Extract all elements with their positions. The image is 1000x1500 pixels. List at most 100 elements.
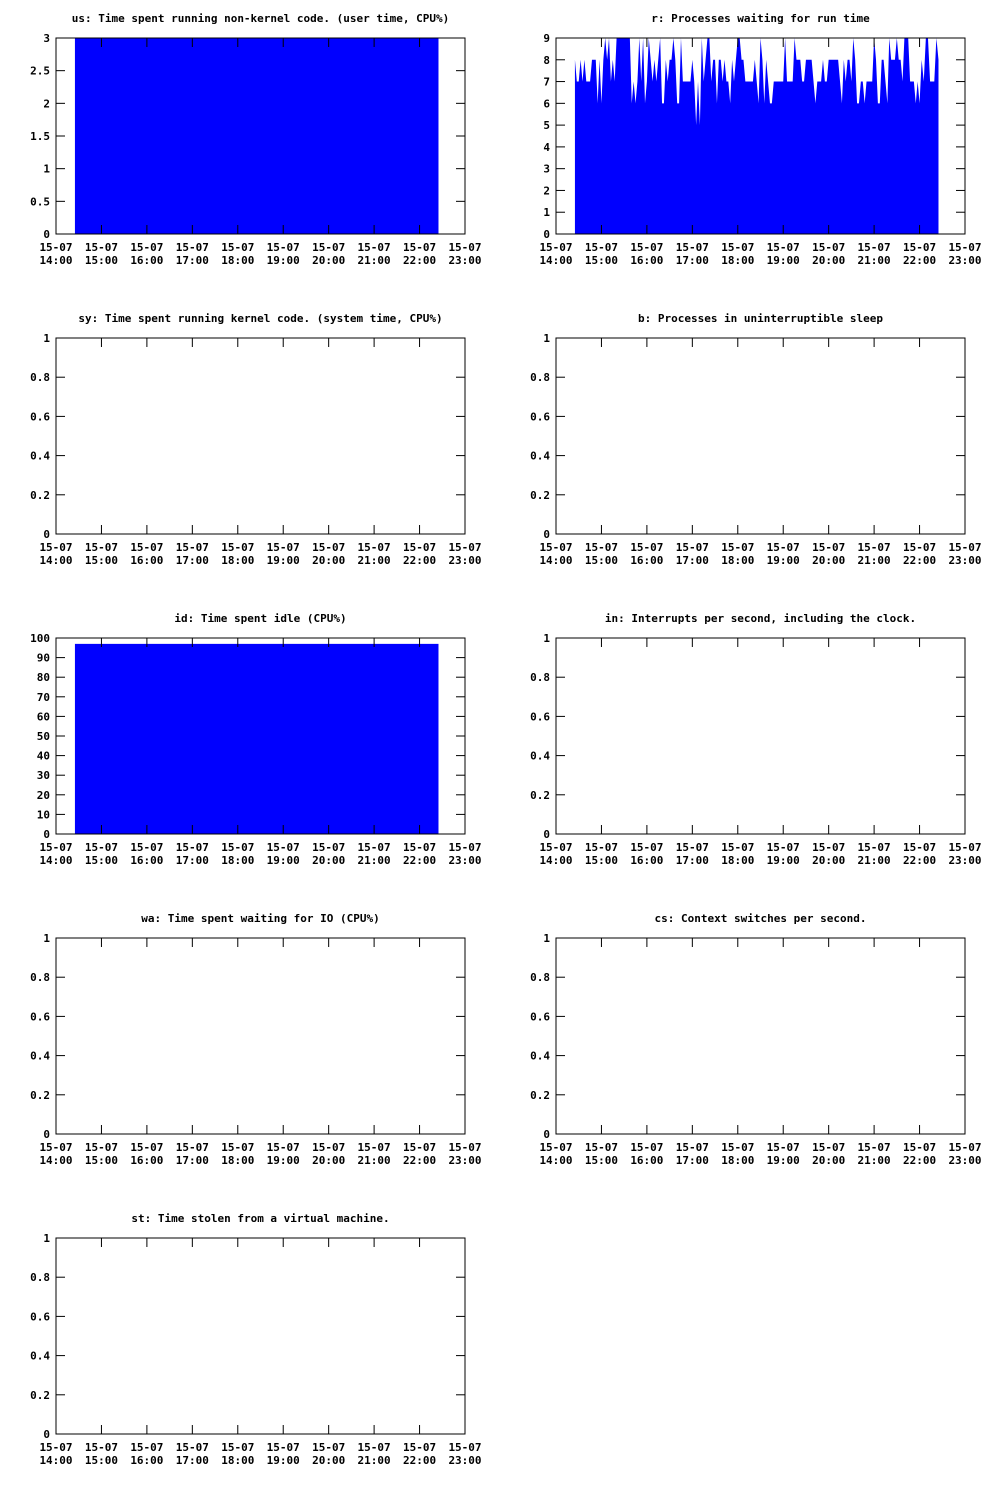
x-tick-label-date: 15-07 (403, 1141, 436, 1154)
plot-frame (555, 637, 966, 835)
x-tick-label-date: 15-07 (176, 241, 209, 254)
y-tick-label: 20 (37, 789, 50, 802)
x-tick-label-time: 15:00 (85, 1454, 118, 1467)
y-tick-label: 1 (43, 163, 50, 176)
x-tick-label-date: 15-07 (403, 841, 436, 854)
x-tick-label-date: 15-07 (85, 241, 118, 254)
x-tick-label-time: 23:00 (948, 854, 981, 867)
x-tick-label-date: 15-07 (948, 241, 981, 254)
x-tick-label-date: 15-07 (130, 1441, 163, 1454)
x-tick-label-time: 16:00 (630, 854, 663, 867)
x-tick-label-date: 15-07 (948, 1141, 981, 1154)
x-tick-label-date: 15-07 (358, 1141, 391, 1154)
x-tick-label-date: 15-07 (221, 541, 254, 554)
x-tick-label-date: 15-07 (812, 541, 845, 554)
x-tick-label-date: 15-07 (630, 1141, 663, 1154)
x-tick-label-time: 23:00 (448, 1154, 481, 1167)
x-tick-label-date: 15-07 (448, 1141, 481, 1154)
y-tick-label: 8 (543, 54, 550, 67)
plot-frame (55, 1237, 466, 1435)
x-tick-label-time: 18:00 (721, 254, 754, 267)
y-tick-label: 0.2 (530, 789, 550, 802)
x-tick-label-date: 15-07 (176, 1141, 209, 1154)
chart-title: us: Time spent running non-kernel code. … (72, 12, 450, 25)
x-tick-label-date: 15-07 (721, 1141, 754, 1154)
x-tick-label-time: 21:00 (858, 554, 891, 567)
x-tick-label-time: 22:00 (403, 854, 436, 867)
x-tick-label-time: 17:00 (676, 254, 709, 267)
y-tick-label: 50 (37, 730, 50, 743)
x-tick-label-date: 15-07 (358, 241, 391, 254)
x-tick-label-time: 22:00 (903, 1154, 936, 1167)
x-tick-label-date: 15-07 (267, 1441, 300, 1454)
x-tick-label-time: 18:00 (221, 1154, 254, 1167)
x-tick-label-time: 23:00 (448, 1454, 481, 1467)
series-area (574, 38, 939, 234)
x-tick-label-time: 23:00 (948, 554, 981, 567)
x-tick-label-date: 15-07 (312, 241, 345, 254)
x-tick-label-date: 15-07 (812, 841, 845, 854)
x-tick-label-time: 22:00 (403, 254, 436, 267)
y-tick-label: 2 (543, 184, 550, 197)
x-tick-label-time: 22:00 (903, 254, 936, 267)
y-tick-label: 0.6 (30, 410, 50, 423)
y-tick-label: 9 (543, 32, 550, 45)
x-tick-label-date: 15-07 (267, 241, 300, 254)
y-tick-label: 0 (43, 828, 50, 841)
y-tick-label: 40 (37, 750, 50, 763)
x-tick-label-time: 14:00 (39, 854, 72, 867)
x-tick-label-date: 15-07 (130, 541, 163, 554)
chart-title: id: Time spent idle (CPU%) (174, 612, 346, 625)
y-tick-label: 0.2 (30, 1389, 50, 1402)
x-tick-label-time: 22:00 (403, 1154, 436, 1167)
x-tick-label-date: 15-07 (630, 241, 663, 254)
x-tick-label-date: 15-07 (630, 841, 663, 854)
x-tick-label-time: 22:00 (403, 554, 436, 567)
y-tick-label: 0.4 (530, 750, 550, 763)
y-tick-label: 0.6 (530, 1010, 550, 1023)
plot-frame (55, 337, 466, 535)
x-tick-label-date: 15-07 (767, 841, 800, 854)
x-tick-label-time: 18:00 (221, 854, 254, 867)
x-tick-label-date: 15-07 (767, 541, 800, 554)
x-tick-label-time: 20:00 (312, 554, 345, 567)
chart-title: cs: Context switches per second. (655, 912, 867, 925)
x-tick-label-time: 14:00 (39, 1454, 72, 1467)
x-tick-label-time: 17:00 (176, 254, 209, 267)
x-tick-label-time: 21:00 (858, 254, 891, 267)
y-tick-label: 1 (43, 932, 50, 945)
chart-st: st: Time stolen from a virtual machine. 0… (30, 1212, 481, 1467)
x-tick-label-date: 15-07 (39, 1441, 72, 1454)
chart-title: wa: Time spent waiting for IO (CPU%) (141, 912, 379, 925)
x-tick-label-time: 20:00 (312, 1454, 345, 1467)
x-tick-label-time: 16:00 (130, 1154, 163, 1167)
chart-sy: sy: Time spent running kernel code. (sys… (30, 312, 481, 567)
x-tick-label-date: 15-07 (539, 841, 572, 854)
x-tick-label-time: 19:00 (767, 854, 800, 867)
y-tick-label: 1 (543, 206, 550, 219)
x-tick-label-date: 15-07 (903, 241, 936, 254)
chart-in: in: Interrupts per second, including the… (530, 612, 981, 867)
x-tick-label-date: 15-07 (448, 1441, 481, 1454)
x-tick-label-time: 16:00 (130, 554, 163, 567)
series-area (74, 38, 439, 234)
y-tick-label: 0.8 (530, 371, 550, 384)
x-tick-label-time: 19:00 (267, 554, 300, 567)
chart-b: b: Processes in uninterruptible sleep 0 0.… (530, 312, 981, 567)
y-tick-label: 2 (43, 97, 50, 110)
x-tick-label-time: 19:00 (267, 854, 300, 867)
x-tick-label-time: 16:00 (130, 1454, 163, 1467)
x-tick-label-time: 15:00 (85, 554, 118, 567)
x-tick-label-time: 21:00 (358, 1154, 391, 1167)
y-tick-label: 0.6 (30, 1310, 50, 1323)
x-tick-label-time: 14:00 (539, 854, 572, 867)
y-tick-label: 0 (543, 228, 550, 241)
x-tick-label-time: 21:00 (358, 254, 391, 267)
x-tick-label-time: 21:00 (358, 854, 391, 867)
y-tick-label: 0 (43, 1128, 50, 1141)
x-tick-label-time: 19:00 (267, 1154, 300, 1167)
x-tick-label-date: 15-07 (85, 841, 118, 854)
y-tick-label: 0.4 (30, 450, 50, 463)
series-area (74, 643, 439, 834)
x-tick-label-time: 23:00 (448, 254, 481, 267)
